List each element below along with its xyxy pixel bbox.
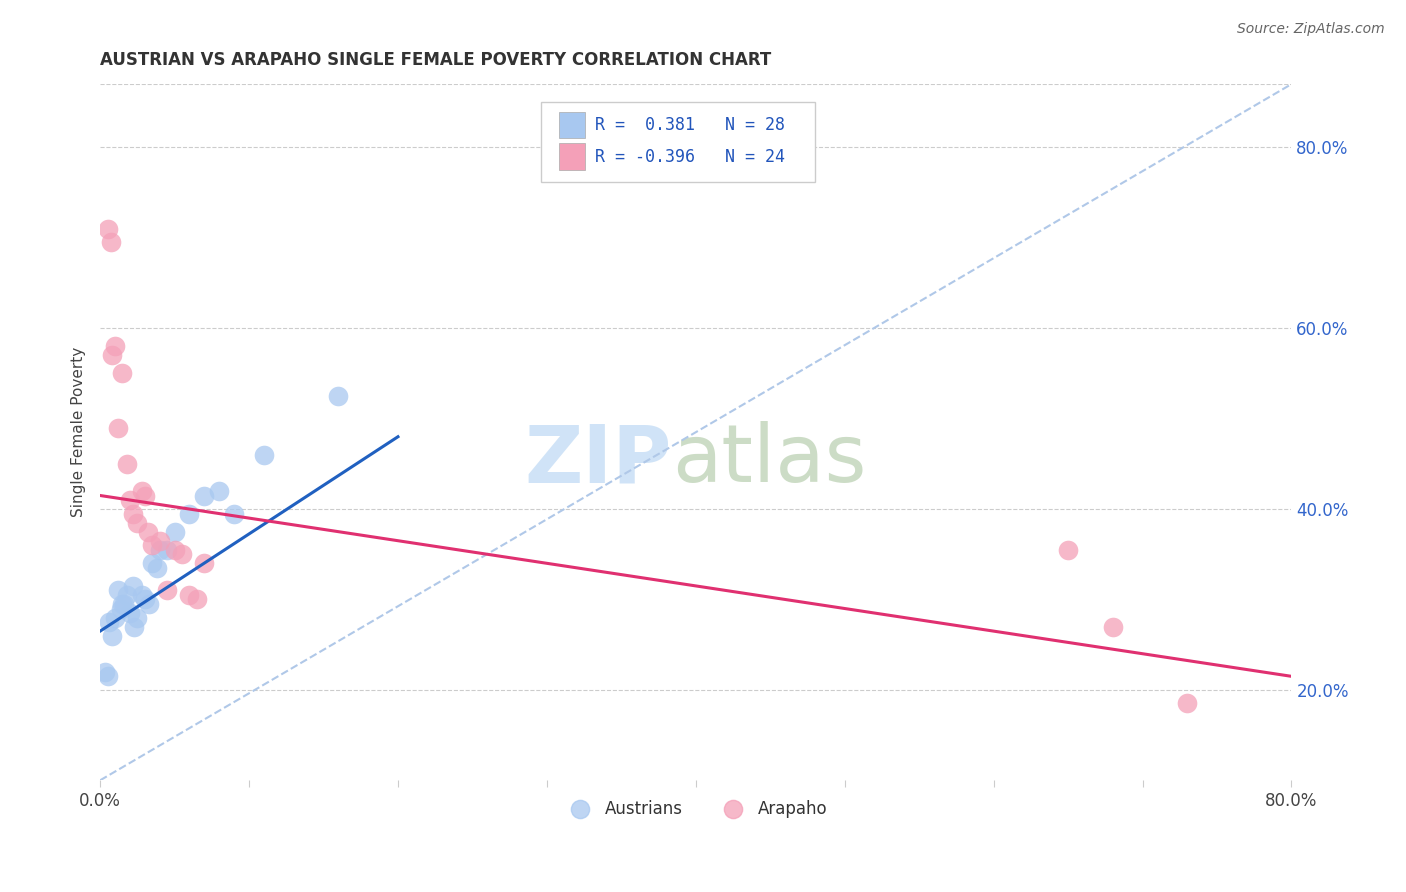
Point (104, 339, 127, 353)
Point (127, 610, 149, 624)
Legend: Austrians, Arapaho: Austrians, Arapaho (557, 793, 835, 824)
Point (134, 592, 156, 607)
Text: Source: ZipAtlas.com: Source: ZipAtlas.com (1237, 22, 1385, 37)
Text: AUSTRIAN VS ARAPAHO SINGLE FEMALE POVERTY CORRELATION CHART: AUSTRIAN VS ARAPAHO SINGLE FEMALE POVERT… (100, 51, 772, 69)
Point (149, 533, 172, 548)
Point (104, 610, 127, 624)
Point (98, 615, 121, 629)
Point (253, 448, 276, 462)
Point (127, 516, 149, 530)
Text: ZIP: ZIP (524, 421, 672, 499)
FancyBboxPatch shape (541, 102, 815, 182)
Point (138, 597, 160, 611)
Y-axis label: Single Female Poverty: Single Female Poverty (72, 347, 86, 517)
Point (93, 665, 115, 679)
Text: atlas: atlas (672, 421, 866, 499)
Point (156, 542, 179, 557)
Point (145, 561, 167, 575)
Point (179, 588, 201, 602)
Point (163, 542, 186, 557)
Point (110, 601, 132, 615)
Point (170, 547, 193, 561)
Point (186, 592, 208, 607)
Point (179, 507, 201, 521)
Point (136, 524, 159, 539)
Point (163, 524, 186, 539)
Point (122, 507, 145, 521)
Point (328, 389, 350, 403)
Point (131, 588, 153, 602)
Point (101, 348, 124, 362)
Point (115, 588, 138, 602)
Point (112, 597, 135, 611)
Point (118, 606, 141, 620)
Point (141, 538, 163, 552)
Point (107, 583, 129, 598)
Point (134, 488, 156, 502)
Point (111, 597, 134, 611)
Point (100, 235, 122, 250)
Point (107, 420, 129, 434)
Point (156, 583, 179, 598)
Bar (558, 112, 585, 138)
Point (208, 483, 231, 498)
Bar (558, 144, 585, 169)
Point (131, 483, 153, 498)
Point (97, 669, 120, 683)
Point (101, 629, 124, 643)
Point (97, 221, 120, 235)
Point (193, 488, 215, 502)
Point (224, 507, 246, 521)
Text: R = -0.396   N = 24: R = -0.396 N = 24 (595, 147, 785, 166)
Point (1101, 619, 1123, 633)
Point (122, 579, 145, 593)
Point (1057, 542, 1080, 557)
Point (118, 493, 141, 508)
Point (1175, 697, 1198, 711)
Point (111, 367, 134, 381)
Point (141, 557, 163, 571)
Point (149, 542, 172, 557)
Point (193, 557, 215, 571)
Point (124, 619, 146, 633)
Point (115, 457, 138, 471)
Text: R =  0.381   N = 28: R = 0.381 N = 28 (595, 116, 785, 134)
